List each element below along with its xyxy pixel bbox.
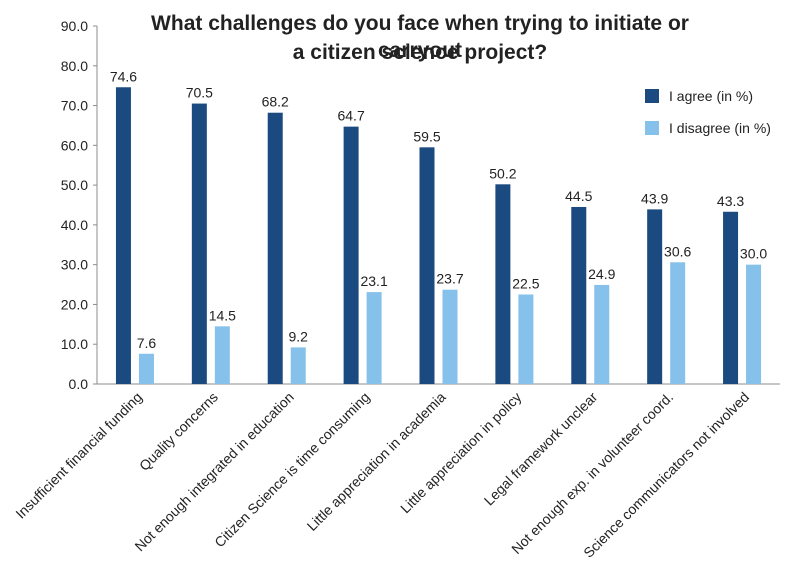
x-tick-label: Science communicators not involved bbox=[580, 389, 752, 561]
bar-disagree bbox=[594, 284, 610, 384]
bar-disagree bbox=[518, 294, 534, 384]
legend-label-agree: I agree (in %) bbox=[669, 88, 754, 104]
legend-item-disagree: I disagree (in %) bbox=[645, 119, 771, 137]
data-label-disagree: 14.5 bbox=[209, 307, 236, 323]
bar-agree bbox=[267, 112, 283, 385]
data-label-disagree: 7.6 bbox=[137, 335, 157, 351]
bar-agree bbox=[191, 103, 207, 385]
bar-disagree bbox=[442, 289, 458, 384]
data-label-disagree: 30.6 bbox=[664, 243, 691, 259]
y-tick-label: 10.0 bbox=[61, 336, 88, 352]
data-label-agree: 68.2 bbox=[262, 94, 289, 110]
bar-disagree bbox=[746, 264, 762, 384]
bar-disagree bbox=[366, 292, 382, 384]
x-tick-label: Little appreciation in academia bbox=[304, 389, 449, 534]
legend-label-disagree: I disagree (in %) bbox=[669, 120, 771, 136]
bar-agree bbox=[647, 209, 663, 384]
bar-agree bbox=[495, 184, 511, 384]
x-tick-label: Not enough exp. in volunteer coord. bbox=[508, 389, 676, 557]
bar-disagree bbox=[290, 347, 306, 384]
data-label-agree: 44.5 bbox=[565, 188, 592, 204]
data-label-agree: 50.2 bbox=[489, 165, 516, 181]
data-label-disagree: 9.2 bbox=[288, 328, 308, 344]
legend-item-agree: I agree (in %) bbox=[645, 87, 771, 105]
bar-disagree bbox=[214, 326, 230, 384]
legend-swatch-disagree bbox=[645, 121, 659, 135]
data-label-agree: 43.3 bbox=[717, 193, 744, 209]
data-label-agree: 70.5 bbox=[186, 85, 213, 101]
data-label-disagree: 23.1 bbox=[360, 273, 387, 289]
chart-title-line2: a citizen science project? bbox=[292, 41, 548, 64]
x-tick-label: Citizen Science is time consuming bbox=[211, 389, 373, 551]
data-label-disagree: 22.5 bbox=[512, 276, 539, 292]
bar-agree bbox=[723, 211, 739, 384]
bar-disagree bbox=[670, 262, 686, 384]
y-tick-label: 90.0 bbox=[61, 18, 88, 34]
chart-title-line1: What challenges do you face when trying … bbox=[151, 12, 689, 62]
data-label-agree: 74.6 bbox=[110, 68, 137, 84]
x-tick-label: Quality concerns bbox=[136, 389, 221, 474]
data-label-disagree: 24.9 bbox=[588, 266, 615, 282]
data-label-agree: 59.5 bbox=[413, 128, 440, 144]
y-tick-label: 70.0 bbox=[61, 98, 88, 114]
bar-agree bbox=[571, 206, 587, 384]
bar-disagree bbox=[138, 353, 154, 384]
bar-agree bbox=[343, 126, 359, 384]
bar-agree bbox=[115, 87, 131, 384]
chart-legend: I agree (in %) I disagree (in %) bbox=[645, 87, 771, 151]
data-label-disagree: 30.0 bbox=[740, 246, 767, 262]
data-label-disagree: 23.7 bbox=[436, 271, 463, 287]
y-tick-label: 40.0 bbox=[61, 217, 88, 233]
y-tick-label: 50.0 bbox=[61, 177, 88, 193]
x-tick-label: Little appreciation in policy bbox=[397, 389, 524, 516]
y-tick-label: 20.0 bbox=[61, 296, 88, 312]
y-tick-label: 60.0 bbox=[61, 137, 88, 153]
x-tick-label: Insufficient financial funding bbox=[12, 389, 145, 522]
data-label-agree: 64.7 bbox=[337, 108, 364, 124]
y-tick-label: 80.0 bbox=[61, 58, 88, 74]
y-tick-label: 30.0 bbox=[61, 257, 88, 273]
x-tick-label: Not enough integrated in education bbox=[131, 389, 296, 554]
data-label-agree: 43.9 bbox=[641, 190, 668, 206]
bar-agree bbox=[419, 147, 435, 384]
y-tick-label: 0.0 bbox=[69, 376, 89, 392]
legend-swatch-agree bbox=[645, 89, 659, 103]
